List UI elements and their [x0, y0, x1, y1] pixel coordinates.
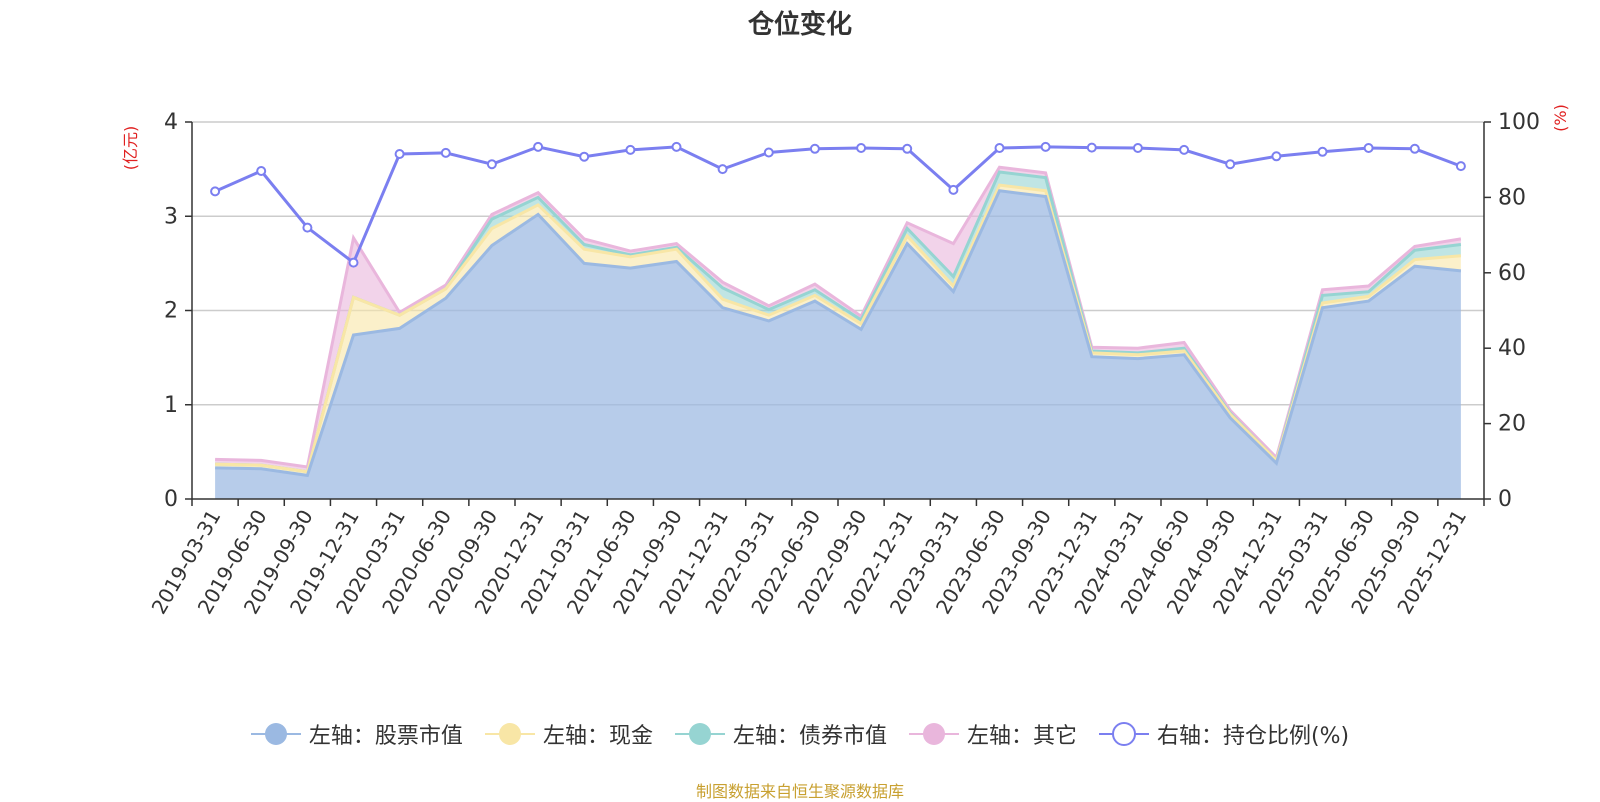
right-tick-label: 0 [1498, 487, 1512, 512]
legend-marker-icon [250, 723, 301, 745]
area-layers [215, 165, 1462, 500]
legend-label: 左轴：股票市值 [308, 724, 463, 749]
legend-item-bond[interactable]: 左轴：债券市值 [674, 718, 887, 750]
right-tick-label: 20 [1498, 412, 1526, 437]
left-tick-label: 0 [164, 487, 178, 512]
ratio-point [948, 184, 959, 195]
ratio-point [579, 151, 590, 162]
ratio-point [210, 186, 221, 197]
ratio-point [486, 159, 497, 170]
ratio-point [1271, 151, 1282, 162]
area-line-stock [215, 189, 1462, 478]
chart-title: 仓位变化 [747, 10, 852, 40]
ratio-point [1225, 159, 1236, 170]
legend-item-ratio[interactable]: 右轴：持仓比例(%) [1098, 718, 1350, 750]
ratio-point [763, 147, 774, 158]
legend: 左轴：股票市值 左轴：现金 左轴：债券市值 左轴：其它 右轴：持仓比例(%) [0, 718, 1600, 750]
ratio-point [809, 143, 820, 154]
legend-label: 左轴：现金 [542, 724, 653, 749]
left-axis-unit: (亿元) [121, 126, 140, 171]
ratio-point [625, 144, 636, 155]
ratio-point [394, 149, 405, 159]
chart-svg: 01234020406080100(亿元)(%)2019-03-312019-0… [121, 104, 1570, 618]
legend-marker-icon [674, 723, 725, 745]
ratio-point [302, 222, 313, 233]
legend-label: 右轴：持仓比例(%) [1156, 724, 1350, 749]
ratio-point [533, 141, 544, 152]
legend-marker-icon [908, 723, 959, 745]
legend-item-cash[interactable]: 左轴：现金 [484, 718, 653, 750]
ratio-line [214, 145, 1462, 265]
ratio-point [256, 166, 267, 176]
legend-item-other[interactable]: 左轴：其它 [908, 718, 1077, 750]
left-tick-label: 4 [164, 110, 178, 135]
area-stock [215, 190, 1461, 500]
area-line-other [215, 165, 1462, 469]
ratio-point [902, 143, 913, 154]
right-tick-label: 100 [1498, 110, 1540, 135]
ratio-point [1317, 146, 1328, 157]
right-axis-unit: (%) [1551, 104, 1570, 132]
source-note: 制图数据来自恒生聚源数据库 [695, 782, 904, 801]
ratio-point [1409, 143, 1420, 154]
ratio-point [671, 141, 682, 152]
ratio-point [1132, 143, 1143, 153]
ratio-point [994, 143, 1005, 153]
legend-label: 左轴：债券市值 [732, 724, 887, 749]
ratio-point [1086, 142, 1097, 153]
legend-item-stock[interactable]: 左轴：股票市值 [250, 718, 463, 750]
left-tick-label: 2 [164, 299, 178, 324]
ratio-point [348, 257, 359, 268]
legend-marker-icon [1098, 722, 1149, 746]
legend-label: 左轴：其它 [966, 724, 1077, 749]
left-tick-label: 3 [164, 204, 178, 229]
left-tick-label: 1 [164, 393, 178, 418]
area-line-cash [215, 183, 1462, 474]
ratio-point [856, 143, 867, 153]
ratio-point [1040, 141, 1051, 152]
right-tick-label: 40 [1498, 336, 1526, 361]
ratio-point [1363, 143, 1374, 153]
ratio-point [440, 147, 451, 158]
ratio-point [1455, 161, 1466, 172]
ratio-point [717, 164, 728, 175]
right-tick-label: 80 [1498, 185, 1526, 210]
ratio-point [1179, 144, 1190, 155]
right-tick-label: 60 [1498, 261, 1526, 286]
legend-marker-icon [484, 723, 535, 745]
